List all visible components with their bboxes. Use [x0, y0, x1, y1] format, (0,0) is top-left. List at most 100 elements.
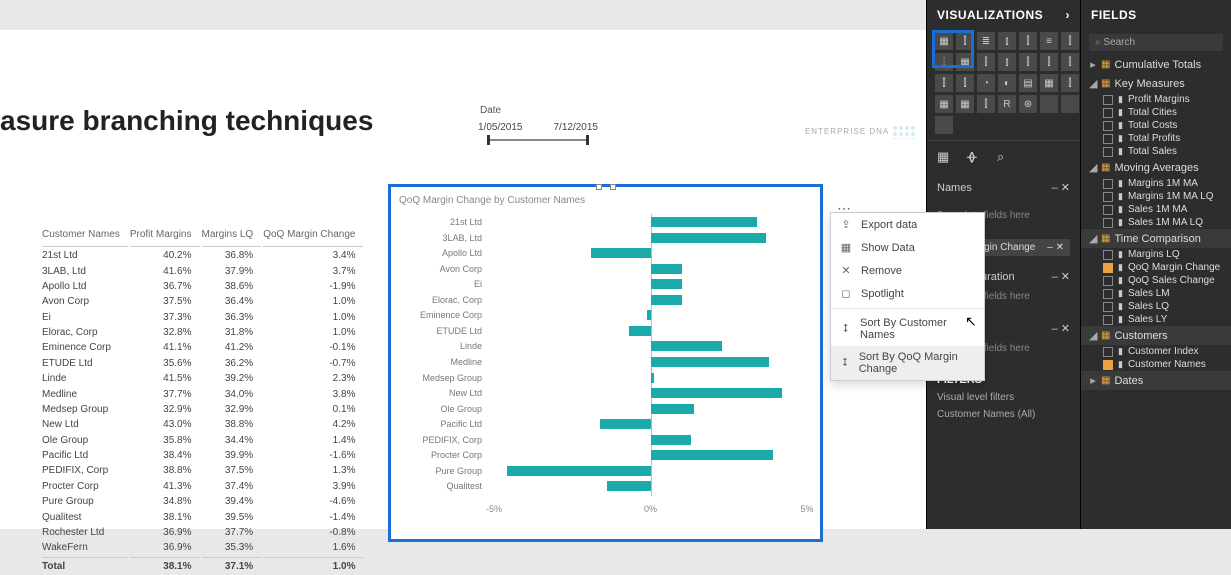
viz-type-icon[interactable]: ▦ [956, 95, 974, 113]
context-menu-sort-item[interactable]: ⭥Sort By Customer Names [831, 312, 984, 346]
checkbox-icon[interactable] [1103, 347, 1113, 357]
chart-bar-row[interactable]: Medsep Group [651, 372, 654, 384]
table-row[interactable]: Qualitest38.1%39.5%-1.4% [42, 510, 363, 523]
chart-bar[interactable] [651, 295, 682, 305]
checkbox-icon[interactable] [1103, 302, 1113, 312]
viz-type-icon[interactable]: ▦ [935, 32, 953, 50]
viz-type-icon[interactable] [1040, 95, 1058, 113]
viz-type-icon[interactable]: ▦ [935, 95, 953, 113]
data-table[interactable]: Customer NamesProfit MarginsMargins LQQo… [40, 225, 365, 575]
field-item[interactable]: ▮Sales 1M MA [1081, 203, 1231, 216]
field-item[interactable]: ▮QoQ Margin Change [1081, 261, 1231, 274]
table-header[interactable]: Profit Margins [130, 227, 200, 247]
field-item[interactable]: ▮Sales LQ [1081, 300, 1231, 313]
chart-bar[interactable] [651, 341, 723, 351]
viz-type-icon[interactable]: ⫾ [998, 53, 1016, 71]
chart-bar[interactable] [647, 310, 650, 320]
checkbox-icon[interactable] [1103, 192, 1113, 202]
slider-track[interactable] [488, 139, 588, 141]
table-header[interactable]: Margins LQ [202, 227, 262, 247]
table-row[interactable]: Medline37.7%34.0%3.8% [42, 387, 363, 400]
chart-bar-row[interactable]: Ei [651, 278, 682, 290]
field-item[interactable]: ▮Total Sales [1081, 145, 1231, 158]
chart-bar-row[interactable]: New Ltd [651, 387, 782, 399]
chart-bar[interactable] [651, 404, 695, 414]
field-item[interactable]: ▮Total Costs [1081, 119, 1231, 132]
chart-bar[interactable] [629, 326, 651, 336]
collapse-icon[interactable]: › [1066, 8, 1071, 22]
date-slicer[interactable]: 1/05/2015 7/12/2015 [478, 122, 598, 141]
context-menu-item[interactable]: ◻Spotlight [831, 282, 984, 305]
checkbox-icon[interactable] [1103, 108, 1113, 118]
viz-type-icon[interactable]: ⫿ [1061, 74, 1079, 92]
field-item[interactable]: ▮Profit Margins [1081, 93, 1231, 106]
checkbox-icon[interactable] [1103, 218, 1113, 228]
viz-type-icon[interactable]: ▦ [956, 53, 974, 71]
viz-type-icon[interactable]: ⫿ [1061, 32, 1079, 50]
field-item[interactable]: ▮Total Profits [1081, 132, 1231, 145]
chart-bar[interactable] [651, 450, 773, 460]
table-row[interactable]: Elorac, Corp32.8%31.8%1.0% [42, 326, 363, 339]
viz-type-icon[interactable]: ⫿ [1040, 53, 1058, 71]
field-group-header[interactable]: ◢▦Customers [1081, 326, 1231, 345]
slider-handle-end[interactable] [586, 135, 589, 145]
viz-type-icon[interactable]: ⫶ [935, 53, 953, 71]
viz-type-icon[interactable]: ▦ [1040, 74, 1058, 92]
viz-type-icon[interactable]: ⫿ [956, 74, 974, 92]
chart-bar-row[interactable]: 3LAB, Ltd [651, 232, 767, 244]
chart-bar-row[interactable]: Avon Corp [651, 263, 682, 275]
table-row[interactable]: WakeFern36.9%35.3%1.6% [42, 541, 363, 554]
viz-type-icon[interactable]: ≡ [1040, 32, 1058, 50]
viz-type-icon[interactable]: ◐ [998, 74, 1016, 92]
context-menu-item[interactable]: ▦Show Data [831, 236, 984, 259]
analytics-mode-icon[interactable]: ⌕ [997, 149, 1013, 165]
table-row[interactable]: Ei37.3%36.3%1.0% [42, 311, 363, 324]
chart-bar-row[interactable]: Linde [651, 340, 723, 352]
checkbox-icon[interactable] [1103, 205, 1113, 215]
checkbox-icon[interactable] [1103, 250, 1113, 260]
checkbox-icon[interactable] [1103, 179, 1113, 189]
checkbox-icon[interactable] [1103, 315, 1113, 325]
chart-bar[interactable] [651, 373, 654, 383]
context-menu-sort-item[interactable]: ⭥Sort By QoQ Margin Change [831, 346, 984, 380]
table-row[interactable]: Pure Group34.8%39.4%-4.6% [42, 495, 363, 508]
table-row[interactable]: ETUDE Ltd35.6%36.2%-0.7% [42, 357, 363, 370]
visualizations-panel-title[interactable]: VISUALIZATIONS › [927, 0, 1080, 30]
table-header[interactable]: QoQ Margin Change [263, 227, 363, 247]
checkbox-icon[interactable] [1103, 360, 1113, 370]
table-header[interactable]: Customer Names [42, 227, 128, 247]
field-item[interactable]: ▮Margins 1M MA [1081, 177, 1231, 190]
context-menu-item[interactable]: ✕Remove [831, 259, 984, 282]
checkbox-icon[interactable] [1103, 289, 1113, 299]
field-group-header[interactable]: ◢▦Moving Averages [1081, 158, 1231, 177]
filter-item[interactable]: Customer Names (All) [927, 407, 1080, 424]
field-item[interactable]: ▮Customer Names [1081, 358, 1231, 371]
checkbox-icon[interactable] [1103, 95, 1113, 105]
chart-bar[interactable] [507, 466, 651, 476]
chart-bar-row[interactable]: Elorac, Corp [651, 294, 682, 306]
chart-bar[interactable] [651, 279, 682, 289]
chart-bar-row[interactable]: PEDIFIX, Corp [651, 434, 692, 446]
table-row[interactable]: Pacific Ltd38.4%39.9%-1.6% [42, 449, 363, 462]
chart-bar[interactable] [651, 435, 692, 445]
table-row[interactable]: Medsep Group32.9%32.9%0.1% [42, 403, 363, 416]
table-row[interactable]: Eminence Corp41.1%41.2%-0.1% [42, 341, 363, 354]
table-row[interactable]: Procter Corp41.3%37.4%3.9% [42, 480, 363, 493]
viz-type-icon[interactable] [1061, 95, 1079, 113]
viz-type-icon[interactable]: ⫿ [935, 74, 953, 92]
pill-remove-icon[interactable]: – ✕ [1047, 242, 1064, 253]
table-row[interactable]: 21st Ltd40.2%36.8%3.4% [42, 249, 363, 262]
field-group-header[interactable]: ▸▦Cumulative Totals [1081, 55, 1231, 74]
viz-type-icon[interactable]: ⫿ [956, 32, 974, 50]
chart-bar[interactable] [651, 388, 782, 398]
table-row[interactable]: PEDIFIX, Corp38.8%37.5%1.3% [42, 464, 363, 477]
viz-type-icon[interactable]: ⫿ [977, 95, 995, 113]
table-row[interactable]: Rochester Ltd36.9%37.7%-0.8% [42, 526, 363, 539]
field-group-header[interactable]: ◢▦Key Measures [1081, 74, 1231, 93]
viz-type-icon[interactable]: ⫿ [1019, 32, 1037, 50]
well-remove-icon[interactable]: – ✕ [1052, 322, 1070, 335]
context-menu-item[interactable]: ⇪Export data [831, 213, 984, 236]
viz-type-icon[interactable]: ⫿ [1019, 53, 1037, 71]
checkbox-icon[interactable] [1103, 276, 1113, 286]
field-item[interactable]: ▮QoQ Sales Change [1081, 274, 1231, 287]
